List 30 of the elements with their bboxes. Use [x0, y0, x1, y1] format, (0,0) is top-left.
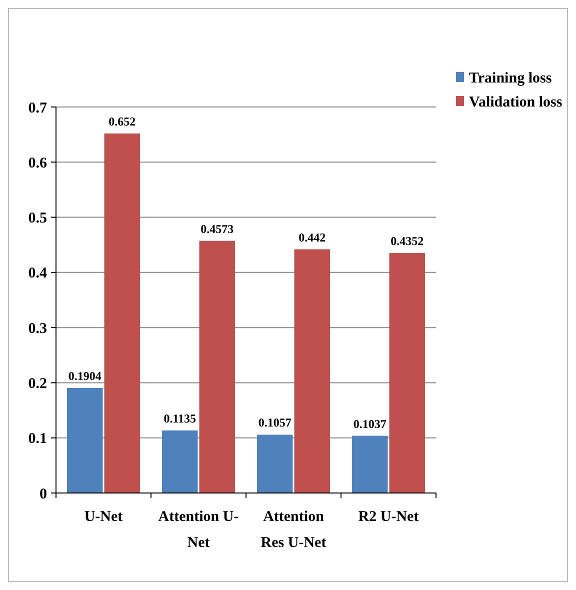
x-tick-label: U-Net: [84, 509, 123, 525]
x-tick-label: Attention Res U-Net: [260, 509, 326, 551]
data-label: 0.4352: [390, 234, 424, 248]
y-tick-label: 0.4: [28, 266, 48, 282]
bar: [66, 388, 103, 493]
y-tick-label: 0.5: [28, 210, 47, 227]
bar: [104, 133, 140, 493]
bar: [352, 436, 388, 493]
x-tick-label: R2 U-Net: [358, 509, 419, 525]
y-tick-label: 0.2: [28, 376, 47, 392]
bar: [162, 430, 198, 493]
legend-label: Training loss: [469, 70, 552, 86]
data-label: 0.4573: [200, 222, 234, 236]
bar: [256, 434, 293, 493]
y-tick-label: 0.7: [28, 100, 48, 116]
bar: [389, 253, 426, 493]
legend-label: Validation loss: [469, 94, 562, 110]
data-label: 0.1037: [353, 416, 386, 431]
y-tick-label: 0.6: [28, 155, 48, 172]
y-tick-label: 0.3: [28, 320, 47, 337]
y-tick-label: 0: [40, 486, 47, 502]
data-label: 0.1904: [68, 369, 102, 384]
data-label: 0.1057: [258, 416, 292, 430]
bar: [294, 249, 330, 493]
x-tick-label: Attention U-Net: [158, 509, 239, 551]
y-tick-label: 0.1: [28, 431, 47, 448]
data-label: 0.442: [298, 230, 326, 244]
bar: [199, 240, 236, 493]
data-label: 0.1135: [164, 411, 196, 426]
data-label: 0.652: [108, 114, 136, 128]
